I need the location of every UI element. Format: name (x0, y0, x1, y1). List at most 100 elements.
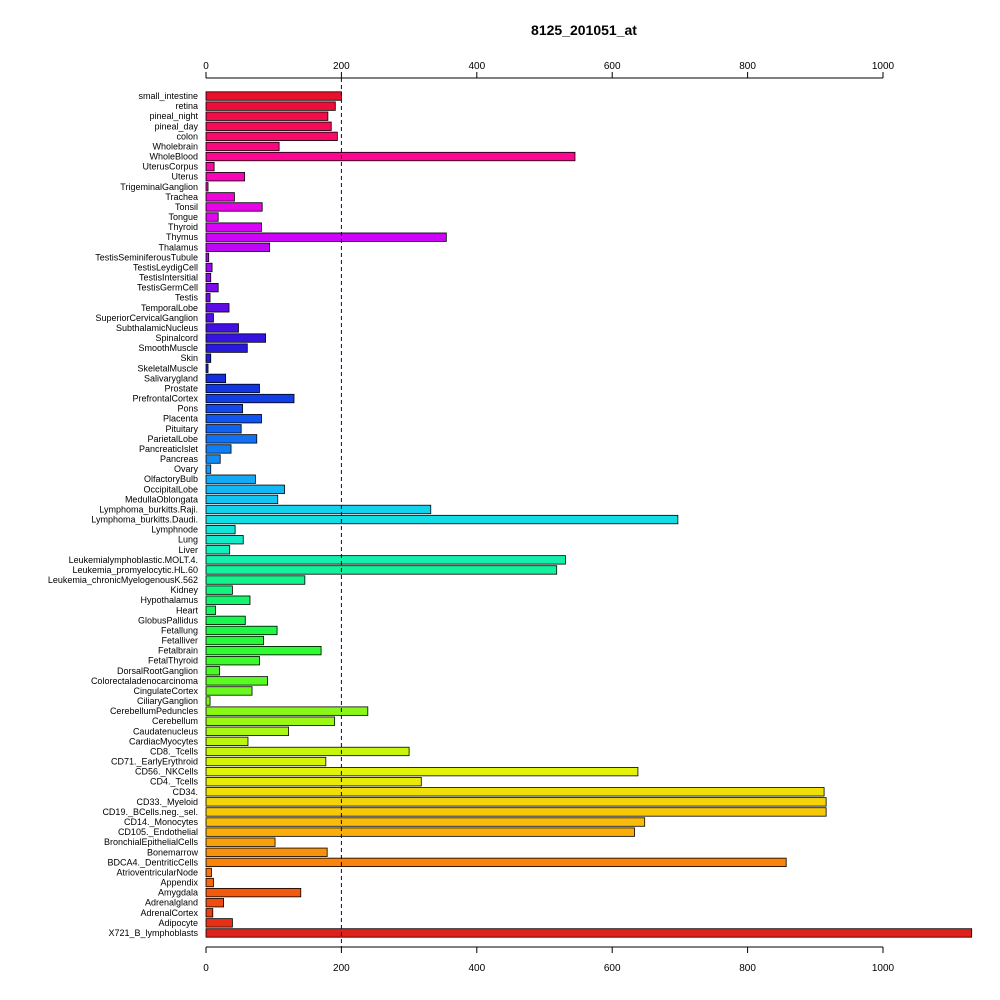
bar (205, 545, 231, 555)
bar (205, 887, 302, 898)
category-label: CingulateCortex (133, 686, 198, 696)
category-label: ParietalLobe (147, 434, 198, 444)
category-label: AtrioventricularNode (116, 867, 198, 877)
bar (205, 232, 447, 242)
category-label: OlfactoryBulb (144, 474, 198, 484)
category-label: CD105._Endothelial (118, 827, 198, 837)
bar (205, 494, 279, 505)
bar (205, 272, 212, 283)
bar (205, 444, 232, 454)
bar (205, 353, 212, 363)
bar (205, 726, 289, 736)
bar (205, 414, 262, 424)
bars-group (205, 91, 973, 938)
bottom-axis-tick-label: 200 (333, 963, 350, 974)
category-label: CD8._Tcells (150, 746, 199, 756)
category-label: Ovary (174, 464, 199, 474)
category-label: CD34. (172, 787, 198, 797)
bar (205, 111, 329, 121)
bar (205, 645, 322, 656)
category-label: BDCA4._DentriticCells (107, 857, 198, 867)
category-label: Leukemia_chronicMyelogenousK.562 (48, 575, 198, 585)
category-label: MedullaOblongata (125, 494, 198, 504)
bar (205, 131, 338, 142)
category-label: CD71._EarlyErythroid (111, 757, 198, 767)
bar (205, 797, 827, 807)
bar (205, 303, 230, 313)
category-label: Tonsil (175, 202, 198, 212)
category-label: Bonemarrow (147, 847, 199, 857)
category-label: SmoothMuscle (138, 343, 198, 353)
bar (205, 202, 263, 212)
bar (205, 101, 336, 111)
bar (205, 182, 209, 192)
category-label: GlobusPallidus (138, 615, 199, 625)
category-label: SubthalamicNucleus (116, 323, 199, 333)
category-label: X721_B_lymphoblasts (108, 928, 198, 938)
bar (205, 424, 242, 434)
category-label: Tongue (168, 212, 198, 222)
category-label: Leukemia_promyelocytic.HL.60 (72, 565, 198, 575)
bar (205, 454, 221, 464)
category-label: Thymus (166, 232, 199, 242)
bar (205, 857, 787, 868)
bar (205, 121, 332, 131)
category-label: Testis (175, 293, 199, 303)
category-label: CD33._Myeloid (136, 797, 198, 807)
bar (205, 585, 233, 595)
category-label: Caudatenucleus (133, 726, 199, 736)
category-label: OccipitalLobe (143, 484, 198, 494)
bar (205, 635, 264, 646)
bar (205, 756, 327, 767)
chart-title: 8125_201051_at (531, 22, 637, 38)
category-label: Thalamus (158, 242, 198, 252)
bar (205, 777, 422, 787)
category-label: Lung (178, 535, 198, 545)
category-label: SuperiorCervicalGanglion (95, 313, 198, 323)
category-label: pineal_night (149, 111, 198, 121)
bar (205, 343, 248, 353)
top-axis-tick-label: 0 (203, 61, 209, 72)
category-label: Heart (176, 605, 199, 615)
bar (205, 625, 278, 636)
bar (205, 363, 209, 373)
bar (205, 403, 243, 414)
category-label: Kidney (170, 585, 198, 595)
category-label: Salivarygland (144, 373, 198, 383)
bottom-axis-tick-label: 0 (203, 963, 209, 974)
category-label: DorsalRootGanglion (117, 666, 198, 676)
bar (205, 373, 227, 384)
category-label: Pons (177, 404, 198, 414)
bar (205, 928, 973, 938)
category-label: Skin (180, 353, 198, 363)
category-label: Pancreas (160, 454, 199, 464)
bar (205, 827, 635, 837)
top-axis-tick-label: 200 (333, 61, 350, 72)
bottom-x-axis: 0 200 400 600 800 1000 (203, 946, 895, 974)
category-label: PancreaticIslet (139, 444, 199, 454)
category-label: Trachea (165, 192, 198, 202)
top-axis-tick-label: 800 (739, 61, 756, 72)
category-label: pineal_day (154, 121, 198, 131)
bar (205, 676, 269, 686)
category-label: CiliaryGanglion (137, 696, 198, 706)
bar (205, 666, 220, 676)
category-label: CD19._BCells.neg._sel. (102, 807, 198, 817)
bar (205, 383, 260, 394)
bar (205, 333, 266, 343)
category-label: Thyroid (168, 222, 198, 232)
bar (205, 656, 260, 666)
bar (205, 807, 827, 817)
bar (205, 746, 410, 757)
category-label: Adrenalgland (145, 898, 198, 908)
bar (205, 242, 271, 252)
bar (205, 262, 213, 273)
category-label: TestisGermCell (137, 283, 198, 293)
category-label: Liver (178, 545, 198, 555)
bar (205, 615, 246, 626)
category-label: TestisSeminiferousTubule (95, 252, 198, 262)
bar (205, 555, 566, 565)
category-label: small_intestine (138, 91, 198, 101)
category-label: Prostate (164, 383, 198, 393)
